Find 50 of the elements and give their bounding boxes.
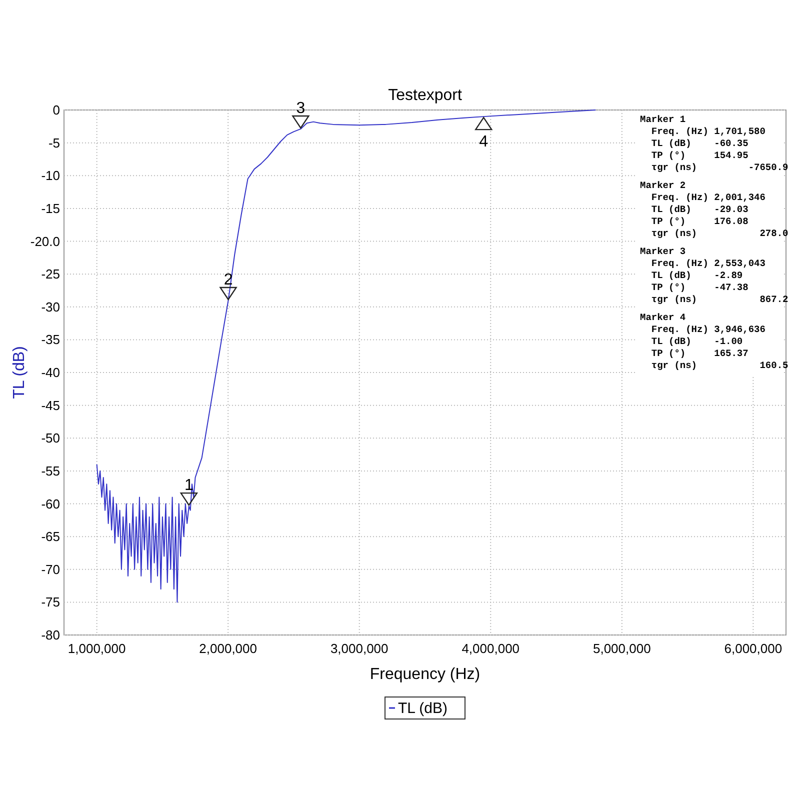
y-tick-label: -55: [41, 463, 60, 478]
annotation: Freq. (Hz) 3,946,636: [640, 324, 766, 335]
annotation: TL (dB) -60.35: [640, 138, 749, 149]
annotation: 1: [184, 477, 194, 494]
annotation: 4: [479, 134, 488, 151]
y-tick-label: -75: [41, 594, 60, 610]
annotation: Freq. (Hz) 2,001,346: [640, 192, 766, 203]
annotation: τgr (ns) 867.2: [640, 294, 789, 305]
annotation: TL (dB) -2.89: [640, 270, 743, 281]
annotation: Marker 3: [640, 246, 686, 257]
y-tick-label: 0: [52, 102, 60, 118]
x-tick-label: 2,000,000: [199, 641, 258, 656]
x-axis-title: Frequency (Hz): [370, 666, 480, 683]
annotation: Marker 2: [640, 180, 686, 191]
annotation: τgr (ns) 160.5: [640, 360, 789, 371]
annotation: Marker 1: [640, 114, 686, 125]
annotation: Marker 4: [640, 312, 686, 323]
annotation: TL (dB) -29.03: [640, 204, 749, 215]
y-tick-label: -40: [41, 365, 60, 380]
y-tick-label: -45: [41, 398, 60, 413]
annotation: Freq. (Hz) 2,553,043: [640, 258, 766, 269]
x-tick-label: 3,000,000: [330, 641, 388, 656]
y-tick-label: -65: [41, 529, 60, 544]
y-tick-label: -50: [41, 430, 60, 446]
x-tick-label: 6,000,000: [724, 641, 782, 656]
y-tick-label: -15: [41, 200, 60, 216]
y-axis-title: TL (dB): [11, 346, 28, 399]
y-tick-label: -35: [41, 332, 60, 348]
y-tick-label: -25: [41, 266, 60, 282]
y-tick-label: -5: [48, 135, 60, 150]
annotation: TP (°) 176.08: [640, 216, 749, 227]
annotation: τgr (ns) 278.0: [640, 228, 789, 239]
legend-label: TL (dB): [398, 700, 448, 717]
x-tick-label: 5,000,000: [592, 641, 651, 656]
y-tick-label: -20.0: [30, 234, 60, 249]
annotation: TP (°) 154.95: [640, 150, 749, 161]
annotation: TL (dB) -1.00: [640, 336, 743, 347]
chart-title: Testexport: [388, 87, 462, 104]
annotation: TP (°) -47.38: [640, 282, 749, 293]
annotation: 3: [296, 100, 306, 117]
x-tick-label: 1,000,000: [68, 641, 126, 656]
y-tick-label: -60: [41, 496, 60, 512]
annotation: Freq. (Hz) 1,701,580: [640, 126, 766, 137]
annotation: τgr (ns) -7650.9: [640, 162, 789, 173]
y-tick-label: -70: [41, 562, 60, 577]
x-tick-label: 4,000,000: [462, 641, 520, 656]
y-tick-label: -80: [41, 628, 60, 643]
annotation: TP (°) 165.37: [640, 348, 749, 359]
y-tick-label: -10: [41, 168, 60, 184]
y-tick-label: -30: [41, 299, 60, 314]
